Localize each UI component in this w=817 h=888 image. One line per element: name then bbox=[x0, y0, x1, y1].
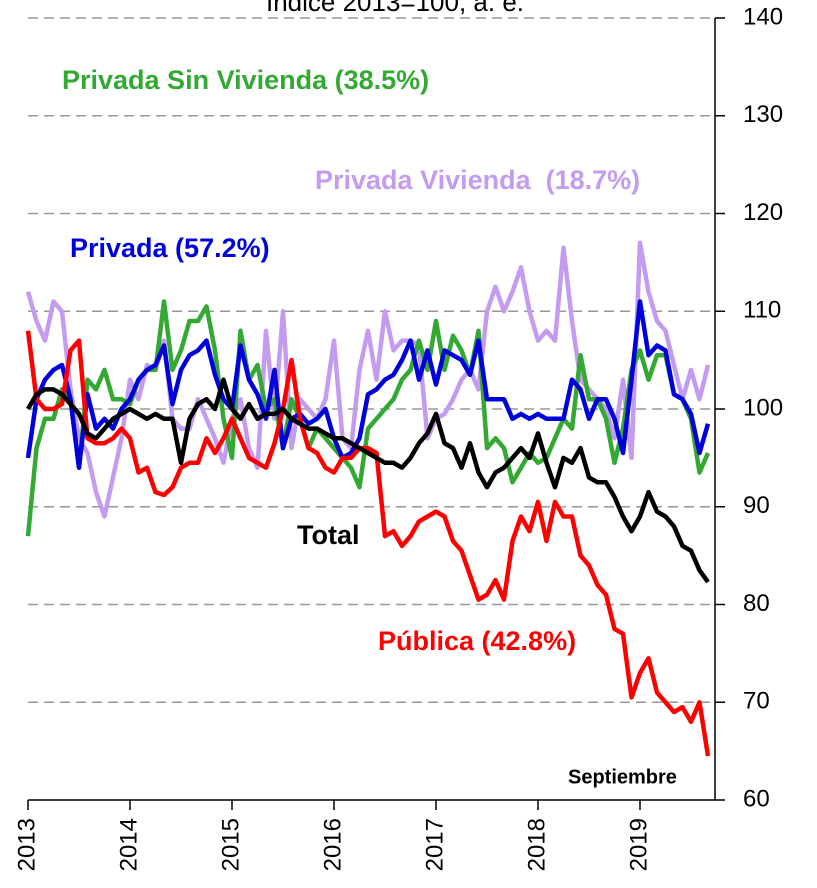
y-tick-label: 60 bbox=[743, 785, 770, 812]
x-tick-label: 2016 bbox=[319, 818, 346, 871]
series-label: Privada Vivienda (18.7%) bbox=[315, 165, 640, 195]
series-line bbox=[25, 299, 711, 470]
y-tick-label: 130 bbox=[743, 101, 783, 128]
x-tick-label: 2017 bbox=[421, 818, 448, 871]
y-tick-label: 110 bbox=[743, 297, 781, 324]
series-label: Privada (57.2%) bbox=[70, 233, 270, 263]
series-label: Total bbox=[297, 520, 360, 550]
y-tick-label: 140 bbox=[743, 3, 783, 30]
y-tick-label: 100 bbox=[743, 394, 783, 421]
x-tick-label: 2013 bbox=[13, 818, 40, 871]
x-tick-label: 2015 bbox=[217, 818, 244, 871]
series-line bbox=[25, 330, 711, 757]
y-tick-label: 120 bbox=[743, 199, 783, 226]
chart-title: Índice 2013=100, a. e. bbox=[266, 0, 524, 17]
series-line bbox=[25, 240, 711, 519]
x-tick-label: 2019 bbox=[625, 818, 652, 871]
y-tick-label: 80 bbox=[743, 590, 770, 617]
y-tick-label: 70 bbox=[743, 688, 770, 715]
series-label: Privada Sin Vivienda (38.5%) bbox=[62, 65, 429, 95]
series-label: Pública (42.8%) bbox=[378, 626, 576, 656]
series-line bbox=[26, 377, 710, 584]
annotation: Septiembre bbox=[568, 766, 677, 788]
y-tick-label: 90 bbox=[743, 492, 770, 519]
x-tick-label: 2014 bbox=[115, 818, 142, 871]
x-tick-label: 2018 bbox=[523, 818, 550, 871]
